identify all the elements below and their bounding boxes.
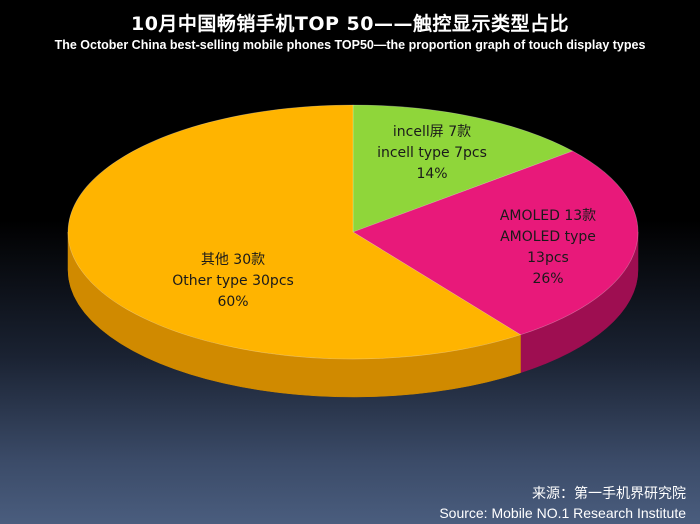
pie-slice-2 [67, 104, 522, 360]
pie-slice-1 [352, 150, 639, 336]
slice-label-other: 其他 30款 Other type 30pcs 60% [172, 252, 294, 310]
slice-label-incell: incell屏 7款 incell type 7pcs 14% [377, 124, 487, 182]
slice-label-amoled: AMOLED 13款 AMOLED type 13pcs 26% [499, 208, 597, 287]
chart-title: 10月中国畅销手机TOP 50——触控显示类型占比 [130, 13, 570, 35]
source-note: 来源：第一手机界研究院 Source: Mobile NO.1 Research… [439, 485, 686, 521]
chart-subtitle: The October China best-selling mobile ph… [54, 38, 646, 52]
pie-slice-0 [352, 104, 574, 233]
